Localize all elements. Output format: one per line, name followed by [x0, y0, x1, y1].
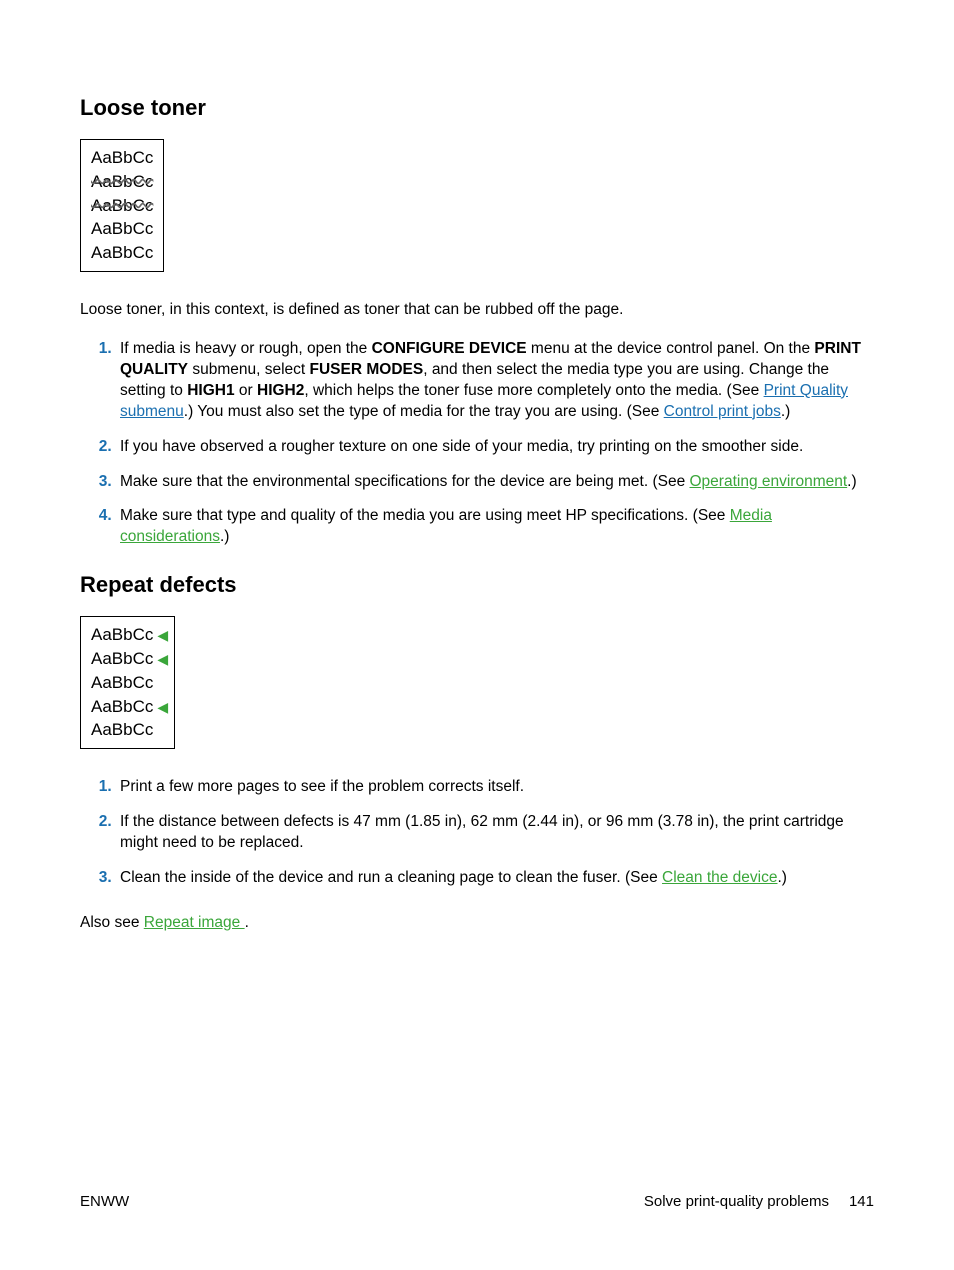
heading-loose-toner: Loose toner [80, 95, 874, 121]
link-operating-environment[interactable]: Operating environment [690, 473, 848, 490]
list-item: Make sure that the environmental specifi… [116, 472, 874, 493]
defect-arrow-icon: ◀ [157, 627, 168, 643]
text: menu at the device control panel. On the [527, 340, 815, 357]
intro-paragraph: Loose toner, in this context, is defined… [80, 300, 874, 321]
bold: FUSER MODES [310, 361, 424, 378]
text: .) You must also set the type of media f… [184, 403, 664, 420]
list-loose-toner: If media is heavy or rough, open the CON… [80, 339, 874, 548]
list-item: Clean the inside of the device and run a… [116, 868, 874, 889]
list-item: Print a few more pages to see if the pro… [116, 777, 874, 798]
text: .) [777, 869, 786, 886]
link-clean-the-device[interactable]: Clean the device [662, 869, 777, 886]
text: Clean the inside of the device and run a… [120, 869, 662, 886]
sample-repeat-defects: AaBbCc◀AaBbCc◀AaBbCcAaBbCc◀AaBbCc [80, 616, 175, 749]
sample-text-row: AaBbCc◀ [91, 695, 164, 719]
defect-arrow-icon: ◀ [157, 651, 168, 667]
text: submenu, select [188, 361, 309, 378]
defect-arrow-icon: ◀ [157, 699, 168, 715]
also-see-paragraph: Also see Repeat image . [80, 913, 874, 934]
list-repeat-defects: Print a few more pages to see if the pro… [80, 777, 874, 889]
heading-repeat-defects: Repeat defects [80, 572, 874, 598]
footer-section-label: Solve print-quality problems [644, 1193, 829, 1210]
sample-text-row: AaBbCc [91, 718, 164, 742]
bold: HIGH1 [187, 382, 234, 399]
text: .) [847, 473, 856, 490]
text: . [245, 914, 249, 931]
list-item: If the distance between defects is 47 mm… [116, 812, 874, 854]
document-page: Loose toner AaBbCcAaBbCcAaBbCcAaBbCcAaBb… [0, 0, 954, 1012]
footer-page-number: 141 [849, 1193, 874, 1210]
text: Make sure that type and quality of the m… [120, 507, 730, 524]
sample-text-row: AaBbCc [91, 146, 153, 170]
list-item: If media is heavy or rough, open the CON… [116, 339, 874, 423]
text: Also see [80, 914, 144, 931]
sample-text-row: AaBbCc [91, 194, 153, 218]
text: , which helps the toner fuse more comple… [304, 382, 763, 399]
page-footer: ENWW Solve print-quality problems 141 [80, 1193, 874, 1210]
text: Make sure that the environmental specifi… [120, 473, 690, 490]
sample-text-row: AaBbCc [91, 671, 164, 695]
sample-text-row: AaBbCc◀ [91, 623, 164, 647]
sample-text-row: AaBbCc [91, 170, 153, 194]
sample-text-row: AaBbCc◀ [91, 647, 164, 671]
bold: HIGH2 [257, 382, 304, 399]
text: If media is heavy or rough, open the [120, 340, 372, 357]
bold: CONFIGURE DEVICE [372, 340, 527, 357]
footer-left: ENWW [80, 1193, 129, 1210]
sample-text-row: AaBbCc [91, 241, 153, 265]
sample-text-row: AaBbCc [91, 217, 153, 241]
link-repeat-image[interactable]: Repeat image [144, 914, 245, 931]
text: or [235, 382, 257, 399]
text: .) [220, 528, 229, 545]
link-control-print-jobs[interactable]: Control print jobs [664, 403, 781, 420]
sample-loose-toner: AaBbCcAaBbCcAaBbCcAaBbCcAaBbCc [80, 139, 164, 272]
list-item: Make sure that type and quality of the m… [116, 506, 874, 548]
list-item: If you have observed a rougher texture o… [116, 437, 874, 458]
text: .) [781, 403, 790, 420]
